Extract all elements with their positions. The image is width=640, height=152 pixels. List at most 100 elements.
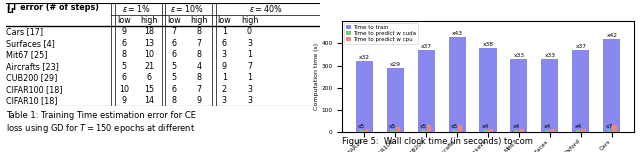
Text: x37: x37 [420,44,431,49]
Text: 3: 3 [247,85,252,94]
Bar [396,127,400,132]
Text: 6: 6 [222,39,227,48]
Text: 13: 13 [144,39,154,48]
Text: 10: 10 [144,50,154,59]
Text: x37: x37 [575,44,586,49]
Text: 21: 21 [144,62,154,71]
Text: 1: 1 [247,73,252,82]
Text: x7: x7 [605,124,612,129]
Text: 14: 14 [144,96,154,105]
Text: low: low [117,16,131,25]
Text: $\epsilon = 40\%$: $\epsilon = 40\%$ [249,3,283,14]
Bar [483,130,488,132]
Bar [449,37,465,132]
Bar [488,129,493,132]
Text: 9: 9 [196,96,202,105]
Text: 4: 4 [196,62,202,71]
Text: high: high [140,16,158,25]
Text: 8: 8 [196,73,202,82]
Legend: Time to train, Time to predict w cuda, Time to predict w cpu: Time to train, Time to predict w cuda, T… [344,23,419,43]
Text: Figure 5:  Wall clock time (in seconds) to com: Figure 5: Wall clock time (in seconds) t… [342,137,533,146]
Text: 8: 8 [122,50,127,59]
Bar [458,125,462,132]
Text: x33: x33 [545,53,556,58]
Text: TT error (# of steps): TT error (# of steps) [6,3,99,12]
Bar [421,130,426,132]
Text: 8: 8 [196,27,202,36]
Text: low: low [218,16,231,25]
Text: 7: 7 [196,85,202,94]
Bar [541,59,559,132]
Text: 7: 7 [172,27,177,36]
Text: 8: 8 [196,50,202,59]
Bar [356,61,372,132]
Text: 1: 1 [222,27,227,36]
Bar [581,129,586,132]
Text: x4: x4 [481,124,489,129]
Text: x5: x5 [451,124,458,129]
Text: x5: x5 [420,124,427,129]
Text: 6: 6 [122,73,127,82]
Bar [520,129,524,132]
Bar [390,130,395,132]
Text: x29: x29 [390,62,401,67]
Bar [417,50,435,132]
Text: $\epsilon = 10\%$: $\epsilon = 10\%$ [170,3,204,14]
Text: x42: x42 [606,33,618,38]
Text: 18: 18 [144,27,154,36]
Bar [545,130,550,132]
Text: Lr: Lr [6,6,15,15]
Text: 7: 7 [247,62,252,71]
Text: 1: 1 [222,73,227,82]
Text: 9: 9 [222,62,227,71]
Bar [359,130,364,132]
Text: x5: x5 [388,124,396,129]
Text: x43: x43 [452,31,463,36]
Text: $\epsilon = 1\%$: $\epsilon = 1\%$ [122,3,151,14]
Bar [576,130,580,132]
Text: 6: 6 [172,39,177,48]
Text: 9: 9 [122,96,127,105]
Text: high: high [241,16,258,25]
Text: 9: 9 [122,27,127,36]
Text: 15: 15 [144,85,154,94]
Bar [387,68,404,132]
Text: x5: x5 [358,124,365,129]
Text: x4: x4 [575,124,582,129]
Text: Surfaces [4]: Surfaces [4] [6,39,55,48]
Text: 5: 5 [122,62,127,71]
Text: 1: 1 [247,50,252,59]
Bar [514,130,518,132]
Bar [452,130,456,132]
Bar [511,59,527,132]
Text: low: low [167,16,181,25]
Text: 6: 6 [172,50,177,59]
Text: 3: 3 [222,50,227,59]
Text: Aircrafts [23]: Aircrafts [23] [6,62,60,71]
Text: 3: 3 [222,96,227,105]
Text: 5: 5 [172,62,177,71]
Bar [479,48,497,132]
Text: 10: 10 [119,85,129,94]
Text: 0: 0 [247,27,252,36]
Bar [612,125,617,132]
Text: Mit67 [25]: Mit67 [25] [6,50,48,59]
Text: 6: 6 [147,73,152,82]
Bar [607,130,611,132]
Text: high: high [191,16,208,25]
Text: x33: x33 [513,53,524,58]
Text: 2: 2 [222,85,227,94]
Bar [365,129,369,132]
Bar [572,50,589,132]
Bar [550,129,555,132]
Text: 8: 8 [172,96,177,105]
Text: x4: x4 [513,124,520,129]
Text: 7: 7 [196,39,202,48]
Text: Cars [17]: Cars [17] [6,27,44,36]
Text: 5: 5 [172,73,177,82]
Text: x4: x4 [543,124,551,129]
Text: 6: 6 [122,39,127,48]
Text: 6: 6 [172,85,177,94]
Text: CUB200 [29]: CUB200 [29] [6,73,58,82]
Text: x32: x32 [358,55,370,60]
